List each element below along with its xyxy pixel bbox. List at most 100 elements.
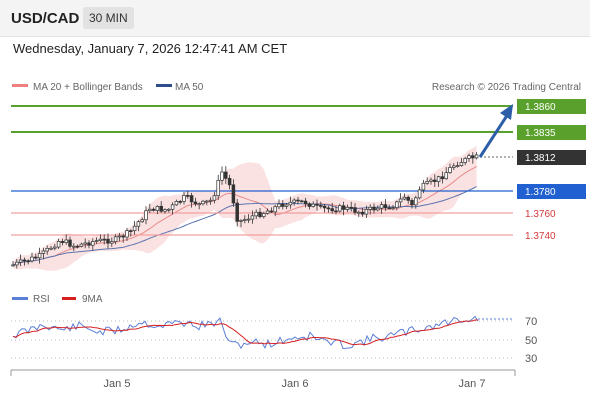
candle-body (224, 171, 228, 179)
candle-body (11, 264, 15, 267)
timeframe-badge[interactable]: 30 MIN (83, 7, 134, 29)
candle-body (398, 198, 403, 203)
candle-body (53, 246, 57, 249)
candle-body (193, 201, 198, 205)
candle-body (254, 211, 258, 217)
candle-body (155, 205, 160, 211)
candle-body (37, 253, 42, 259)
current-price-label: 1.3812 (525, 153, 556, 164)
candle-body (201, 200, 205, 205)
candle-body (136, 221, 141, 227)
candle-body (391, 207, 395, 209)
candle-body (45, 248, 49, 252)
candle-body (239, 220, 243, 222)
candle-body (182, 195, 186, 202)
candle-body (34, 256, 38, 259)
candle-body (353, 207, 357, 213)
candle-body (372, 206, 376, 211)
rsi-axis-30: 30 (525, 353, 537, 365)
candle-body (421, 182, 426, 191)
r2-price-label: 1.3860 (525, 102, 556, 113)
r2-price-tag (517, 99, 586, 114)
candle-body (330, 208, 334, 212)
candle-body (345, 206, 350, 210)
candle-body (265, 210, 270, 214)
candlestick-series (11, 152, 479, 269)
current-price-tag (517, 150, 586, 165)
candle-body (395, 201, 399, 208)
candle-body (269, 210, 274, 213)
candle-body (49, 247, 53, 250)
r1-price-label: 1.3835 (525, 128, 556, 139)
candle-body (402, 196, 407, 200)
candle-body (87, 242, 91, 246)
ma20-legend-label: MA 20 + Bollinger Bands (33, 82, 143, 93)
candle-body (474, 154, 479, 159)
candle-body (64, 239, 68, 243)
candle-body (186, 195, 190, 197)
rsi-line (12, 315, 479, 350)
candle-body (129, 230, 133, 232)
ma50-legend-label: MA 50 (175, 82, 204, 93)
candle-body (18, 259, 23, 263)
candle-body (148, 208, 152, 212)
x-axis-label-jan5: Jan 5 (104, 378, 131, 390)
x-axis-label-jan7: Jan 7 (459, 378, 486, 390)
pivot-price-label: 1.3780 (525, 187, 556, 198)
ma50-line (12, 186, 477, 266)
r1-price-tag (517, 125, 586, 140)
candle-body (178, 201, 182, 203)
candle-body (368, 206, 372, 210)
candle-body (292, 199, 296, 203)
candle-body (414, 197, 418, 206)
candle-body (106, 238, 110, 244)
candle-body (296, 199, 300, 202)
candle-body (406, 196, 410, 201)
candle-body (440, 176, 445, 180)
candle-body (417, 189, 422, 199)
candle-body (262, 213, 266, 217)
candle-body (15, 261, 19, 266)
candle-body (125, 230, 129, 238)
candle-body (303, 200, 308, 205)
candle-body (467, 155, 471, 159)
candle-body (349, 206, 353, 209)
candle-body (436, 176, 441, 182)
bollinger-band-area (13, 145, 477, 271)
rsi-legend-label: RSI (33, 294, 50, 305)
candle-body (121, 235, 125, 238)
candle-body (319, 205, 323, 207)
rsi-ma-legend-label: 9MA (82, 294, 103, 305)
rsi-axis-50: 50 (525, 335, 537, 347)
candle-body (364, 209, 369, 215)
candle-body (91, 241, 95, 246)
candle-body (163, 209, 167, 212)
candle-body (425, 181, 429, 184)
candle-body (334, 210, 338, 213)
candle-body (338, 205, 342, 212)
candle-body (94, 240, 99, 242)
candle-body (170, 204, 175, 210)
ma20-legend-swatch (12, 84, 28, 87)
candle-body (288, 201, 293, 206)
candle-body (429, 179, 433, 182)
candle-body (83, 242, 87, 245)
candle-body (235, 202, 239, 222)
candle-body (197, 203, 201, 206)
candle-body (174, 201, 179, 206)
candle-body (463, 158, 467, 163)
candle-body (68, 239, 72, 247)
candle-body (360, 211, 365, 215)
candle-body (387, 207, 391, 210)
candle-body (322, 205, 327, 209)
candle-body (277, 203, 281, 208)
candle-body (212, 195, 217, 201)
candle-body (326, 207, 331, 210)
candle-body (243, 219, 247, 221)
candle-body (357, 211, 361, 214)
rsi-axis-70: 70 (525, 316, 537, 328)
candle-body (227, 178, 232, 186)
candle-body (140, 219, 144, 223)
candle-body (41, 250, 46, 254)
candle-body (220, 171, 224, 181)
